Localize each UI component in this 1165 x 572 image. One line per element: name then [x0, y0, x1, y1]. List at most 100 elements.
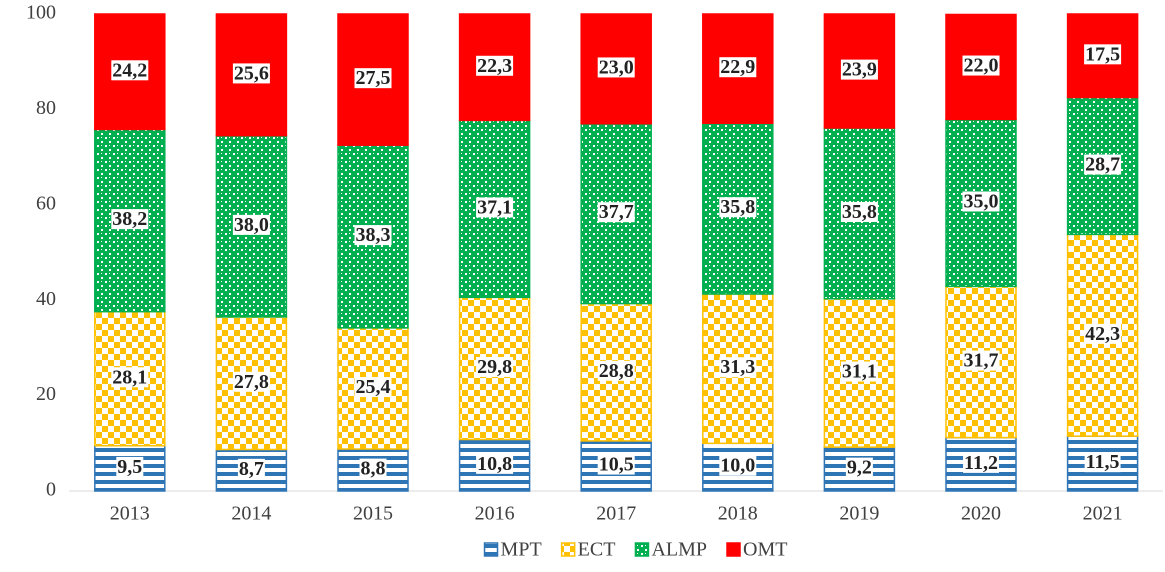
label-bg — [962, 55, 1000, 76]
value-label: 35,8 — [842, 201, 877, 223]
y-tick-label: 20 — [36, 383, 56, 405]
value-label: 29,8 — [477, 356, 512, 378]
value-label: 37,7 — [599, 201, 634, 223]
value-label: 38,3 — [356, 224, 391, 246]
label-bg — [359, 458, 387, 479]
value-label: 38,2 — [112, 208, 147, 230]
y-tick-label: 40 — [36, 288, 56, 310]
x-tick-label: 2013 — [110, 503, 150, 525]
value-label: 10,0 — [720, 455, 755, 477]
legend-swatch — [726, 542, 741, 557]
legend-label: ECT — [578, 539, 616, 561]
value-label: 37,1 — [477, 196, 512, 218]
value-label: 25,6 — [234, 62, 269, 84]
x-tick-label: 2018 — [718, 503, 758, 525]
value-label: 22,0 — [964, 55, 999, 77]
label-bg — [845, 457, 873, 478]
legend-item: ALMP — [634, 539, 707, 561]
y-tick-label: 100 — [26, 2, 56, 24]
label-bg — [962, 350, 1000, 371]
value-label: 42,3 — [1085, 323, 1120, 345]
label-bg — [476, 453, 514, 474]
value-label: 10,8 — [477, 453, 512, 475]
label-bg — [1084, 44, 1122, 65]
x-tick-label: 2015 — [353, 503, 393, 525]
value-label: 25,4 — [356, 376, 391, 398]
value-label: 22,9 — [720, 56, 755, 78]
label-bg — [237, 458, 265, 479]
value-label: 24,2 — [112, 59, 147, 81]
label-bg — [1084, 452, 1121, 473]
value-label: 31,1 — [842, 361, 877, 383]
label-bg — [111, 60, 149, 81]
value-label: 38,0 — [234, 214, 269, 236]
x-tick-label: 2017 — [596, 503, 636, 525]
label-bg — [597, 360, 635, 381]
label-bg — [354, 377, 392, 398]
value-label: 35,8 — [720, 196, 755, 218]
legend-item: ECT — [560, 539, 616, 561]
x-tick-label: 2016 — [475, 503, 515, 525]
value-label: 8,8 — [361, 458, 386, 480]
value-label: 27,8 — [234, 371, 269, 393]
legend-swatch — [483, 542, 499, 557]
value-label: 23,9 — [842, 59, 877, 81]
label-bg — [354, 68, 392, 89]
value-label: 9,2 — [847, 457, 872, 479]
x-tick-label: 2019 — [839, 503, 879, 525]
y-tick-label: 0 — [46, 479, 56, 501]
legend-label: OMT — [743, 539, 787, 561]
label-bg — [111, 367, 149, 388]
y-tick-label: 60 — [36, 192, 56, 214]
label-bg — [476, 197, 514, 218]
value-label: 27,5 — [356, 67, 391, 89]
label-bg — [597, 202, 635, 223]
bar-segment — [458, 13, 531, 122]
value-label: 35,0 — [964, 190, 999, 212]
label-bg — [840, 201, 878, 222]
label-bg — [719, 197, 757, 218]
value-label: 10,5 — [599, 454, 634, 476]
label-bg — [476, 357, 514, 378]
legend-item: OMT — [726, 539, 787, 561]
x-tick-label: 2020 — [961, 503, 1001, 525]
label-bg — [963, 452, 999, 473]
value-label: 31,7 — [964, 350, 999, 372]
label-bg — [597, 57, 635, 78]
label-bg — [116, 456, 144, 477]
value-label: 17,5 — [1085, 43, 1120, 65]
label-bg — [354, 225, 392, 246]
x-tick-label: 2021 — [1083, 503, 1123, 525]
y-tick-label: 80 — [36, 97, 56, 119]
value-label: 28,8 — [599, 360, 634, 382]
value-label: 23,0 — [599, 56, 634, 78]
label-bg — [476, 55, 514, 76]
label-bg — [232, 371, 270, 392]
legend-item: MPT — [483, 539, 542, 561]
label-bg — [232, 63, 270, 84]
label-bg — [719, 357, 757, 378]
label-bg — [597, 454, 635, 475]
value-label: 11,2 — [964, 452, 998, 474]
x-tick-label: 2014 — [231, 503, 271, 525]
label-bg — [1084, 323, 1122, 344]
label-bg — [232, 214, 270, 235]
label-bg — [840, 59, 878, 80]
value-label: 22,3 — [477, 55, 512, 77]
label-bg — [840, 361, 878, 382]
value-label: 28,7 — [1085, 154, 1120, 176]
legend-swatch — [634, 542, 650, 557]
label-bg — [962, 191, 1000, 212]
label-bg — [111, 209, 149, 230]
value-label: 8,7 — [239, 458, 264, 480]
value-label: 11,5 — [1086, 451, 1120, 473]
legend-label: MPT — [501, 539, 542, 561]
label-bg — [1084, 154, 1122, 175]
value-label: 9,5 — [117, 456, 142, 478]
label-bg — [719, 455, 757, 476]
value-label: 28,1 — [112, 366, 147, 388]
value-label: 31,3 — [720, 356, 755, 378]
legend-label: ALMP — [651, 539, 707, 561]
label-bg — [719, 57, 757, 78]
